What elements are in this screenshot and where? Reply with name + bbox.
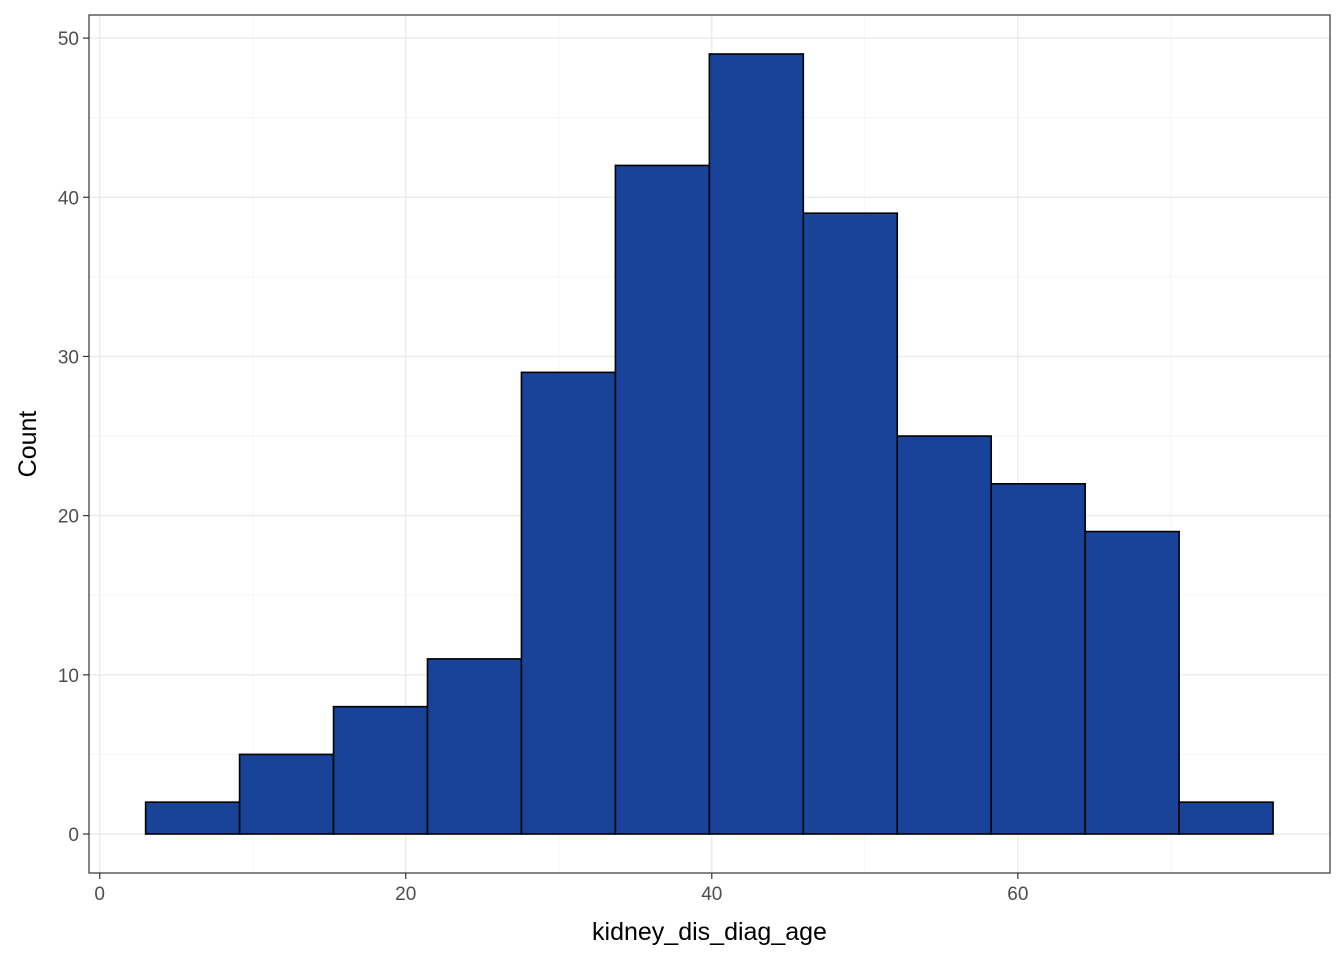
- x-tick-label: 40: [701, 884, 722, 905]
- histogram-bar: [802, 212, 899, 835]
- y-tick-label: 10: [58, 666, 79, 687]
- y-tick-label: 50: [58, 29, 79, 50]
- x-tick-label: 60: [1007, 884, 1028, 905]
- x-tick-label: 20: [395, 884, 416, 905]
- y-axis-ticks: 0 10 20 30 40 50: [58, 29, 89, 846]
- histogram-bar: [332, 705, 429, 835]
- histogram-bar: [426, 658, 523, 835]
- histogram-bar: [144, 801, 241, 835]
- y-tick-label: 30: [58, 347, 79, 368]
- x-axis-title: kidney_dis_diag_age: [592, 918, 827, 946]
- histogram-bar: [614, 164, 711, 835]
- y-tick-label: 20: [58, 507, 79, 528]
- plot-panel-border: [88, 14, 1331, 874]
- y-tick-label: 40: [58, 188, 79, 209]
- histogram-bar: [896, 435, 993, 835]
- histogram-bar: [1084, 530, 1180, 835]
- y-tick-label: 0: [68, 825, 79, 846]
- histogram-bar: [238, 753, 335, 835]
- histogram-bar: [990, 482, 1086, 835]
- x-axis-ticks: 0 20 40 60: [94, 873, 1028, 905]
- histogram-bar: [1178, 801, 1274, 835]
- histogram-bar: [708, 53, 805, 835]
- histogram-bars: [144, 53, 1274, 835]
- x-tick-label: 0: [94, 884, 105, 905]
- histogram-bar: [520, 371, 617, 835]
- y-axis-title: Count: [14, 411, 42, 478]
